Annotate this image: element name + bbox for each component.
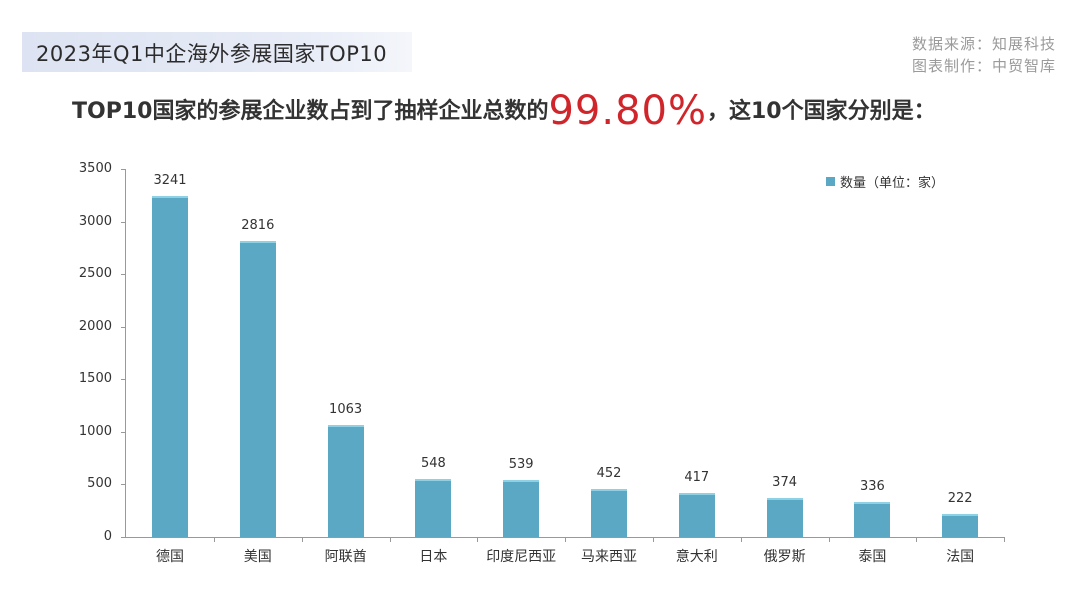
bar <box>591 489 627 537</box>
x-category-label: 俄罗斯 <box>763 549 806 565</box>
y-tick-mark <box>121 379 125 381</box>
y-tick-mark <box>121 484 125 486</box>
subtitle-after: ，这10个国家分别是： <box>706 99 936 124</box>
x-category-label: 阿联酋 <box>324 549 367 565</box>
y-tick-label: 1000 <box>78 423 112 439</box>
subtitle-highlight-percent: 99.80% <box>548 88 707 134</box>
x-axis <box>125 537 1005 538</box>
bar <box>766 497 803 537</box>
subtitle-before: TOP10国家的参展企业数占到了抽样企业总数的 <box>72 99 549 124</box>
y-tick-label: 3000 <box>78 213 112 229</box>
bar <box>942 513 979 537</box>
x-tick-mark <box>1004 537 1006 542</box>
x-tick-mark <box>477 537 479 542</box>
x-category-label: 德国 <box>156 549 184 565</box>
y-tick-mark <box>121 221 125 223</box>
y-tick-label: 500 <box>87 476 112 492</box>
chart-maker: 图表制作：中贸智库 <box>911 57 1056 75</box>
bar <box>327 425 364 537</box>
bar <box>854 501 891 537</box>
x-category-label: 泰国 <box>858 549 887 565</box>
bar-value-label: 222 <box>947 490 973 506</box>
y-tick-label: 1500 <box>78 371 112 387</box>
legend-swatch <box>826 177 835 186</box>
y-tick-mark <box>121 326 125 328</box>
subtitle: TOP10国家的参展企业数占到了抽样企业总数的99.80%，这10个国家分别是： <box>72 88 936 134</box>
bar-value-label: 539 <box>508 457 534 473</box>
y-tick-label: 0 <box>103 529 112 544</box>
bar-value-label: 548 <box>420 456 446 472</box>
x-tick-mark <box>916 537 918 542</box>
x-tick-mark <box>213 537 215 542</box>
bar-value-label: 1063 <box>329 402 363 418</box>
bar <box>503 480 540 537</box>
x-tick-mark <box>740 537 742 542</box>
x-tick-mark <box>652 537 654 542</box>
bar-value-label: 452 <box>596 466 622 482</box>
y-tick-label: 2500 <box>78 266 112 282</box>
bar-value-label: 336 <box>859 478 885 494</box>
y-tick-mark <box>121 169 125 170</box>
x-category-label: 马来西亚 <box>581 549 637 565</box>
y-tick-label: 2000 <box>78 318 112 334</box>
title-background <box>22 32 412 72</box>
x-category-label: 法国 <box>946 549 975 565</box>
bar-value-label: 374 <box>772 474 797 490</box>
y-tick-mark <box>121 431 125 433</box>
x-category-label: 美国 <box>243 549 272 565</box>
x-tick-mark <box>565 537 567 542</box>
bar <box>239 240 276 537</box>
x-category-label: 日本 <box>419 549 448 565</box>
x-category-label: 意大利 <box>675 549 718 565</box>
y-tick-label: 3500 <box>78 161 112 176</box>
x-tick-mark <box>301 537 303 542</box>
bar-value-label: 2816 <box>241 217 275 233</box>
legend-label: 数量（单位：家） <box>840 176 945 191</box>
x-tick-mark <box>828 537 830 542</box>
legend: 数量（单位：家） <box>826 172 944 191</box>
bar <box>415 479 452 537</box>
page-title: 2023年Q1中企海外参展国家TOP10 <box>36 42 388 66</box>
bar <box>678 493 715 537</box>
y-tick-mark <box>121 537 125 538</box>
data-source: 数据来源：知展科技 <box>911 35 1056 53</box>
bar <box>152 196 188 537</box>
y-tick-mark <box>121 274 125 276</box>
x-tick-mark <box>389 537 391 542</box>
source-note: 数据来源：知展科技 图表制作：中贸智库 <box>912 33 1056 77</box>
x-category-label: 印度尼西亚 <box>486 549 557 565</box>
bar-value-label: 417 <box>684 470 710 486</box>
y-axis <box>125 169 126 537</box>
bar-value-label: 3241 <box>153 173 187 189</box>
